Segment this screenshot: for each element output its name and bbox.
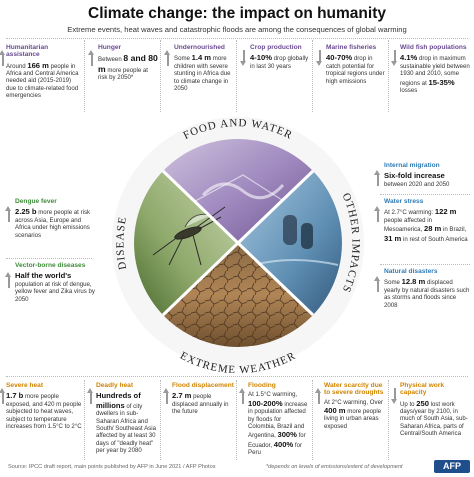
card-title: Natural disasters bbox=[384, 268, 438, 275]
card-hunger: Hunger Between 8 and 80 m more people at… bbox=[98, 44, 158, 82]
source-note: Source: IPCC draft report, main points p… bbox=[8, 464, 216, 470]
card-flooding: Flooding At 1.5°C warming, 100-200% incr… bbox=[248, 382, 310, 457]
divider bbox=[160, 380, 161, 460]
card-dengue-fever: Dengue fever 2.25 b more people at risk … bbox=[15, 198, 95, 239]
card-wild-fish-populations: Wild fish populations 4.1% drop in maxim… bbox=[400, 44, 470, 94]
card-title: Humanitarian assistance bbox=[6, 44, 49, 59]
card-title: Crop production bbox=[250, 44, 302, 51]
card-title: Physical work capacity bbox=[400, 382, 444, 397]
card-physical-work-capacity: Physical work capacity Up to 250 lost wo… bbox=[400, 382, 470, 438]
card-water-scarcity: Water scarcity due to severe droughts At… bbox=[324, 382, 386, 430]
card-marine-fisheries: Marine fisheries 40-70% drop in catch po… bbox=[326, 44, 385, 85]
card-title: Wild fish populations bbox=[400, 44, 467, 51]
segment-other-impacts bbox=[238, 171, 342, 315]
divider bbox=[236, 40, 237, 112]
page-subtitle: Extreme events, heat waves and catastrop… bbox=[67, 25, 407, 34]
mosquito-icon bbox=[152, 206, 226, 266]
divider bbox=[160, 40, 161, 112]
page-title: Climate change: the impact on humanity bbox=[88, 5, 386, 22]
bottom-divider bbox=[6, 376, 468, 377]
divider bbox=[388, 40, 389, 112]
card-title: Water scarcity due to severe droughts bbox=[324, 382, 384, 397]
card-title: Dengue fever bbox=[15, 198, 57, 205]
card-title: Severe heat bbox=[6, 382, 44, 389]
card-vector-borne-diseases: Vector-borne diseases Half the world's p… bbox=[15, 262, 95, 303]
divider bbox=[380, 264, 470, 265]
card-title: Deadly heat bbox=[96, 382, 134, 389]
divider bbox=[380, 194, 470, 195]
card-deadly-heat: Deadly heat Hundreds of millions of city… bbox=[96, 382, 158, 455]
impact-wheel: FOOD AND WATER OTHER IMPACTS EXTREME WEA… bbox=[112, 117, 364, 376]
segment-food-and-water bbox=[163, 139, 313, 243]
segment-disease bbox=[134, 171, 238, 315]
card-title: Marine fisheries bbox=[326, 44, 377, 51]
divider bbox=[236, 380, 237, 460]
card-humanitarian-assistance: Humanitarian assistance Around 166 m peo… bbox=[6, 44, 82, 100]
card-title: Internal migration bbox=[384, 162, 440, 169]
card-title: Water stress bbox=[384, 198, 424, 205]
card-severe-heat: Severe heat 1.7 b more people exposed, a… bbox=[6, 382, 82, 430]
card-title: Flooding bbox=[248, 382, 276, 389]
card-title: Flood displacement bbox=[172, 382, 234, 389]
card-internal-migration: Internal migration Six-fold increase bet… bbox=[384, 162, 470, 188]
afp-logo: AFP bbox=[434, 460, 470, 473]
top-divider bbox=[6, 38, 468, 39]
card-title: Undernourished bbox=[174, 44, 225, 51]
segment-extreme-weather bbox=[163, 243, 313, 347]
card-water-stress: Water stress At 2.7°C warming: 122 m peo… bbox=[384, 198, 470, 243]
divider bbox=[6, 258, 92, 259]
card-flood-displacement: Flood displacement 2.7 m people displace… bbox=[172, 382, 234, 416]
divider bbox=[312, 40, 313, 112]
card-title: Vector-borne diseases bbox=[15, 262, 86, 269]
divider bbox=[84, 40, 85, 112]
divider bbox=[388, 380, 389, 460]
label-disease: DISEASE bbox=[114, 215, 129, 270]
card-undernourished: Undernourished Some 1.4 m more children … bbox=[174, 44, 234, 92]
footnote: *depends on levels of emissions/extent o… bbox=[266, 464, 403, 470]
card-crop-production: Crop production 4-10% drop globally in l… bbox=[250, 44, 309, 70]
divider bbox=[312, 380, 313, 460]
card-natural-disasters: Natural disasters Some 12.8 m displaced … bbox=[384, 268, 470, 309]
divider bbox=[84, 380, 85, 460]
card-title: Hunger bbox=[98, 44, 122, 51]
